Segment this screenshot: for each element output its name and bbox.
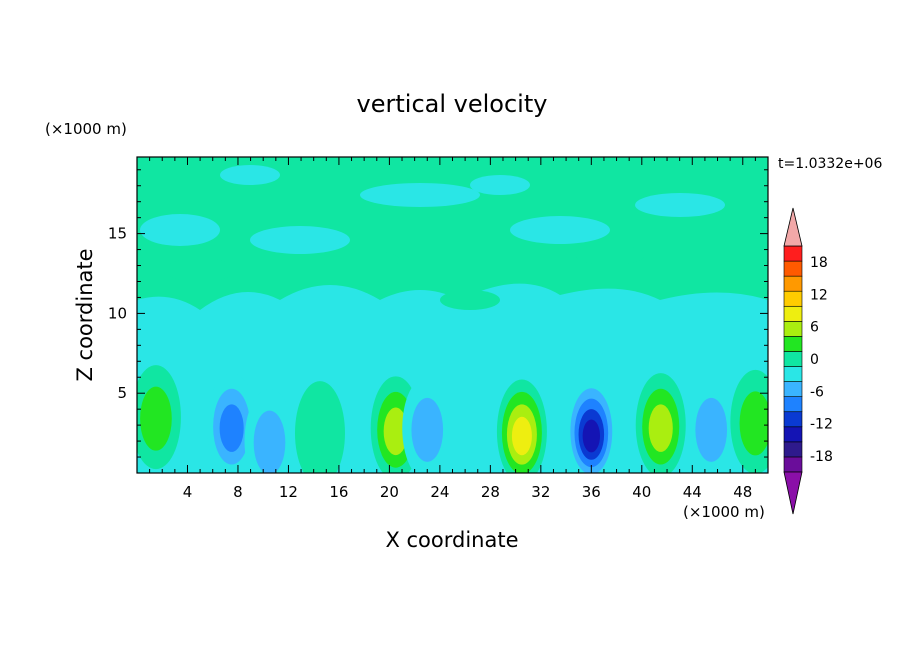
y-unit-label: (×1000 m) <box>45 120 127 138</box>
x-tick-label: 4 <box>183 483 193 501</box>
x-axis: 4 8 12 16 20 24 28 32 36 40 44 48 <box>149 157 756 501</box>
y-axis-label: Z coordinate <box>73 248 97 381</box>
time-label: t=1.0332e+06 <box>778 156 882 172</box>
field-patch <box>440 290 500 310</box>
colorbar-bin <box>783 366 803 382</box>
colorbar-tick-label: -12 <box>810 417 833 433</box>
x-tick-label: 40 <box>632 483 651 501</box>
colorbar-bin <box>783 245 803 262</box>
x-tick-label: 12 <box>279 483 298 501</box>
y-axis: 5 10 15 <box>108 169 768 458</box>
field-patch <box>635 193 725 217</box>
colorbar-tick-label: 12 <box>810 287 828 303</box>
convective-cell <box>635 373 686 473</box>
colorbar-bin <box>783 290 803 307</box>
colorbar-tick-label: 0 <box>810 352 819 368</box>
field-patch <box>470 175 530 195</box>
colorbar-bin <box>783 456 803 473</box>
x-tick-label: 48 <box>733 483 752 501</box>
colorbar-bin <box>783 321 803 337</box>
x-tick-label: 44 <box>683 483 702 501</box>
convective-cell <box>566 377 617 473</box>
colorbar: 18 12 6 0 -6 -12 -18 <box>783 207 833 515</box>
x-tick-label: 32 <box>531 483 550 501</box>
convective-cell <box>402 376 453 473</box>
colorbar-under-triangle <box>783 471 803 515</box>
convective-cell <box>686 376 737 473</box>
field-patch <box>320 250 400 270</box>
colorbar-tick-label: -6 <box>810 384 824 400</box>
colorbar-bin <box>783 336 803 352</box>
colorbar-bin <box>783 275 803 292</box>
contour-field <box>137 157 768 473</box>
y-tick-label: 5 <box>117 384 127 402</box>
colorbar-bin <box>783 351 803 367</box>
chart-title: vertical velocity <box>357 90 548 118</box>
y-tick-label: 10 <box>108 304 127 322</box>
colorbar-tick-label: 18 <box>810 255 828 271</box>
colorbar-tick-label: -18 <box>810 449 833 465</box>
convective-cell <box>244 389 295 473</box>
y-tick-label: 15 <box>108 225 127 243</box>
convective-cell <box>294 381 345 473</box>
colorbar-bin <box>783 260 803 277</box>
field-patch <box>510 216 610 244</box>
field-patch <box>140 214 220 246</box>
x-axis-label: X coordinate <box>385 528 518 552</box>
x-tick-label: 36 <box>582 483 601 501</box>
x-tick-label: 20 <box>380 483 399 501</box>
convective-cell <box>206 373 257 473</box>
colorbar-bin <box>783 396 803 413</box>
convective-cell <box>730 369 768 473</box>
x-tick-label: 8 <box>233 483 243 501</box>
x-tick-label: 16 <box>329 483 348 501</box>
field-patch <box>575 245 645 265</box>
colorbar-bin <box>783 426 803 443</box>
x-tick-label: 24 <box>430 483 449 501</box>
field-patch <box>165 258 235 282</box>
x-tick-label: 28 <box>481 483 500 501</box>
colorbar-bin <box>783 381 803 397</box>
x-unit-label: (×1000 m) <box>683 503 765 521</box>
field-patch <box>220 165 280 185</box>
field-patch <box>360 183 480 207</box>
colorbar-tick-label: 6 <box>810 320 819 336</box>
field-patch <box>250 226 350 254</box>
convective-cell <box>137 365 181 470</box>
colorbar-bin <box>783 411 803 428</box>
colorbar-bin <box>783 441 803 458</box>
colorbar-over-triangle <box>783 207 803 247</box>
colorbar-bin <box>783 305 803 322</box>
convective-cell <box>496 379 547 473</box>
